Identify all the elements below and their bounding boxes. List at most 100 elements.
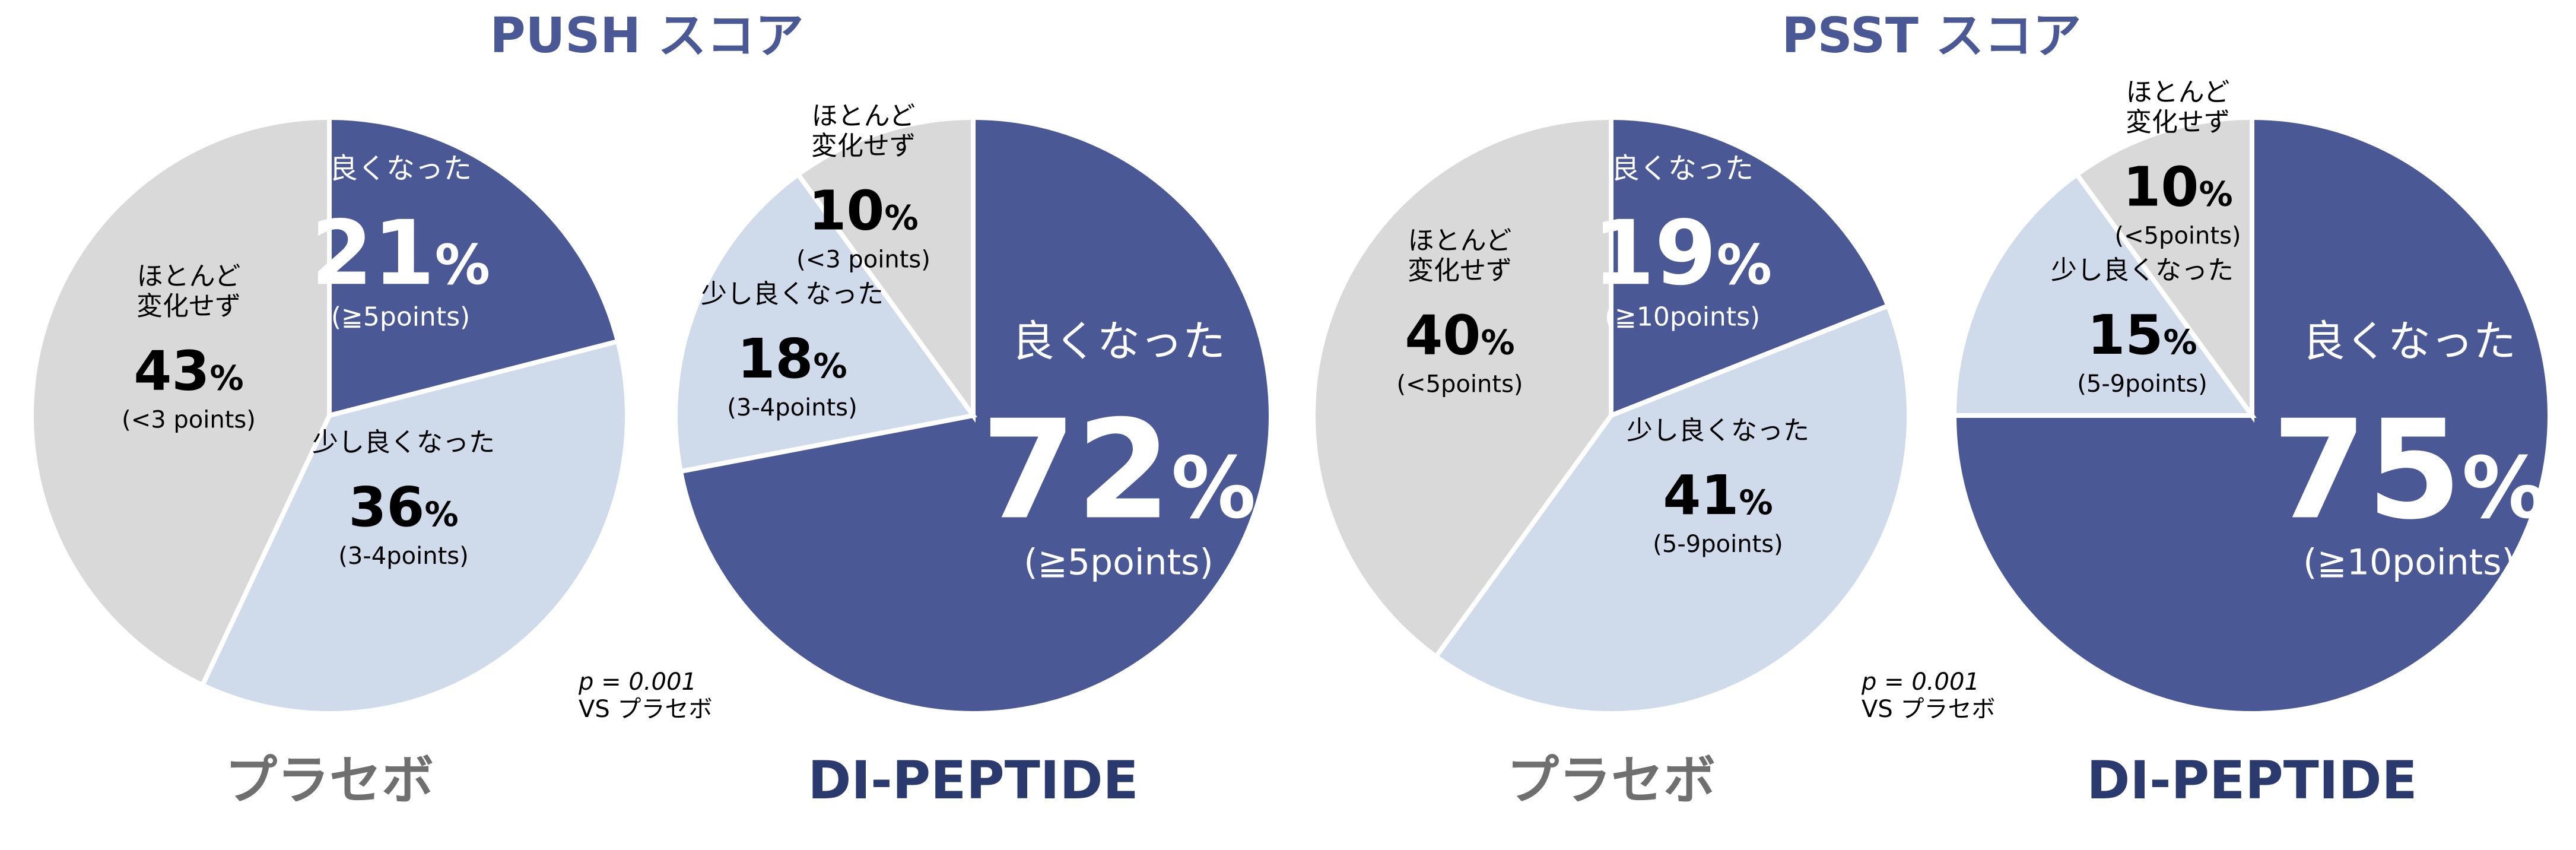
slice-category-label: 良くなった [1012, 316, 1225, 366]
slice-category-label: 良くなった [329, 152, 472, 185]
pie-slice [327, 115, 621, 419]
slice-threshold-note: (5-9points) [2077, 370, 2207, 398]
pie-slice [2073, 115, 2254, 423]
chart-title-psst-placebo: プラセボ [1507, 750, 1716, 811]
slice-threshold-note: (<5points) [1396, 371, 1523, 398]
slice-percent-label: 15% [2087, 303, 2197, 367]
slice-percent-number: 36 [348, 475, 424, 539]
slice-category-label: 少し良くなった [2051, 255, 2234, 286]
pie-chart-3: 良くなった75%(≧10points)少し良くなった15%(5-9points)… [1951, 77, 2552, 716]
slice-threshold-note: (≧5points) [1024, 541, 1214, 583]
slice-percent-label: 10% [2123, 156, 2232, 219]
slice-category-label: ほとんど [2126, 77, 2230, 107]
slice-threshold-note: (3-4points) [338, 543, 468, 570]
slice-category-label: 変化せず [2126, 107, 2230, 138]
slice-percent-number: 75 [2272, 391, 2462, 550]
slice-label-group: 少し良くなった 18% (3-4points) [701, 279, 884, 421]
slice-percent-label: 75% [2272, 391, 2547, 550]
slice-percent-number: 21 [311, 202, 435, 305]
pie-slice [1432, 303, 1911, 716]
slice-percent-number: 19 [1593, 202, 1717, 305]
slice-threshold-note: (≧5points) [331, 302, 470, 332]
slice-threshold-note: (<3 points) [122, 407, 256, 434]
slice-category-label: 少し良くなった [701, 279, 884, 309]
slice-percent-sign: % [1739, 483, 1773, 522]
pie-slice [199, 338, 630, 716]
slice-category-label: 変化せず [811, 131, 916, 161]
slice-threshold-note: (<3 points) [796, 246, 930, 274]
slice-category-label: 変化せず [1408, 256, 1512, 286]
slice-percent-number: 18 [737, 327, 813, 391]
pie-slice [795, 115, 976, 423]
pie-slice [673, 171, 977, 474]
slice-percent-sign: % [2462, 439, 2547, 537]
slice-category-label: 良くなった [2302, 316, 2516, 366]
pie-slice [1951, 115, 2552, 716]
slice-percent-number: 43 [134, 340, 209, 403]
pie-chart-0: 良くなった21%(≧5points)少し良くなった36%(3-4points)ほ… [29, 115, 630, 716]
slice-category-label: 良くなった [1611, 152, 1754, 185]
slice-percent-number: 10 [2123, 156, 2199, 219]
slice-percent-label: 72% [982, 391, 1256, 550]
slice-percent-label: 10% [808, 179, 918, 243]
pie-slice [1311, 115, 1613, 660]
slice-percent-sign: % [424, 495, 458, 534]
comparison-psst: VS プラセボ [1862, 696, 1995, 723]
slice-percent-sign: % [209, 359, 243, 398]
slice-percent-number: 40 [1405, 304, 1481, 367]
pie-chart-2: 良くなった19%(≧10points)少し良くなった41%(5-9points)… [1311, 115, 1911, 716]
slice-percent-sign: % [435, 233, 490, 297]
group-title-psst: PSST スコア [1781, 8, 2081, 64]
slice-percent-sign: % [1481, 323, 1514, 363]
slice-percent-sign: % [813, 347, 847, 386]
slice-category-label: ほとんど [137, 261, 241, 291]
p-value-push: p = 0.001 [578, 668, 697, 696]
slice-percent-label: 40% [1405, 304, 1514, 367]
slice-percent-number: 41 [1663, 464, 1739, 527]
slice-percent-sign: % [1717, 233, 1772, 297]
slice-percent-label: 21% [311, 202, 490, 305]
slice-percent-label: 19% [1593, 202, 1772, 305]
slice-label-group: 少し良くなった 36% (3-4points) [312, 427, 495, 570]
slice-percent-label: 18% [737, 327, 847, 391]
pies-layer: 良くなった21%(≧5points)少し良くなった36%(3-4points)ほ… [29, 77, 2552, 716]
chart-title-push-placebo: プラセボ [225, 750, 434, 811]
slice-threshold-note: (3-4points) [727, 394, 857, 421]
pie-slice [29, 115, 332, 689]
p-value-psst: p = 0.001 [1861, 668, 1980, 696]
slice-category-label: ほとんど [1408, 226, 1512, 256]
slice-threshold-note: (<5points) [2114, 223, 2241, 250]
slice-category-label: 少し良くなった [312, 427, 495, 458]
slice-percent-label: 43% [134, 340, 243, 403]
slice-percent-number: 15 [2087, 303, 2163, 367]
slice-label-group: 少し良くなった 15% (5-9points) [2051, 255, 2234, 398]
slice-percent-label: 36% [348, 475, 458, 539]
slice-label-group: 良くなった 72%(≧5points) [982, 316, 1256, 583]
slice-label-group: 良くなった 75%(≧10points) [2272, 316, 2547, 583]
slice-threshold-note: (≧10points) [1605, 302, 1760, 332]
slice-percent-sign: % [884, 199, 918, 238]
slice-category-label: 少し良くなった [1627, 416, 1809, 446]
group-title-push: PUSH スコア [490, 8, 804, 64]
slice-percent-sign: % [1171, 439, 1256, 537]
chart-title-psst-peptide: DI-PEPTIDE [2086, 750, 2417, 811]
slice-category-label: ほとんど [812, 101, 916, 131]
comparison-push: VS プラセボ [579, 696, 712, 723]
chart-title-push-peptide: DI-PEPTIDE [808, 750, 1138, 811]
pie-slice [1951, 171, 2257, 418]
slice-threshold-note: (≧10points) [2303, 541, 2515, 583]
slice-percent-sign: % [2163, 323, 2197, 362]
pie-slice [1609, 115, 1891, 419]
slice-percent-label: 41% [1663, 464, 1773, 527]
slice-label-group: 少し良くなった 41% (5-9points) [1627, 416, 1809, 558]
slice-percent-number: 10 [808, 179, 884, 243]
slice-percent-sign: % [2199, 175, 2232, 214]
slice-category-label: 変化せず [136, 291, 241, 322]
